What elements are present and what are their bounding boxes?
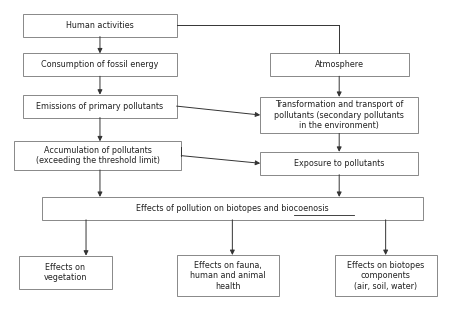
- FancyBboxPatch shape: [260, 152, 418, 175]
- Text: Effects of pollution on biotopes and biocoenosis: Effects of pollution on biotopes and bio…: [136, 204, 328, 213]
- Text: Effects on
vegetation: Effects on vegetation: [44, 263, 87, 282]
- FancyBboxPatch shape: [335, 255, 437, 296]
- FancyBboxPatch shape: [42, 197, 423, 220]
- Text: Effects of pollution on biotopes and biocoenosis: Effects of pollution on biotopes and bio…: [136, 204, 328, 213]
- FancyBboxPatch shape: [260, 97, 418, 133]
- Text: Emissions of primary pollutants: Emissions of primary pollutants: [36, 102, 164, 110]
- FancyBboxPatch shape: [23, 53, 177, 76]
- FancyBboxPatch shape: [14, 141, 181, 170]
- FancyBboxPatch shape: [23, 95, 177, 118]
- FancyBboxPatch shape: [23, 14, 177, 37]
- Text: Accumulation of pollutants
(exceeding the threshold limit): Accumulation of pollutants (exceeding th…: [36, 146, 160, 165]
- Text: Consumption of fossil energy: Consumption of fossil energy: [41, 60, 159, 69]
- Text: Atmosphere: Atmosphere: [315, 60, 364, 69]
- Text: Exposure to pollutants: Exposure to pollutants: [294, 159, 384, 168]
- Text: Effects on fauna,
human and animal
health: Effects on fauna, human and animal healt…: [190, 261, 265, 291]
- Text: Effects on biotopes
components
(air, soil, water): Effects on biotopes components (air, soi…: [347, 261, 424, 291]
- FancyBboxPatch shape: [270, 53, 409, 76]
- Text: Transformation and transport of
pollutants (secondary pollutants
in the environm: Transformation and transport of pollutan…: [274, 100, 404, 130]
- FancyBboxPatch shape: [18, 256, 111, 289]
- Text: Human activities: Human activities: [66, 21, 134, 30]
- FancyBboxPatch shape: [177, 255, 279, 296]
